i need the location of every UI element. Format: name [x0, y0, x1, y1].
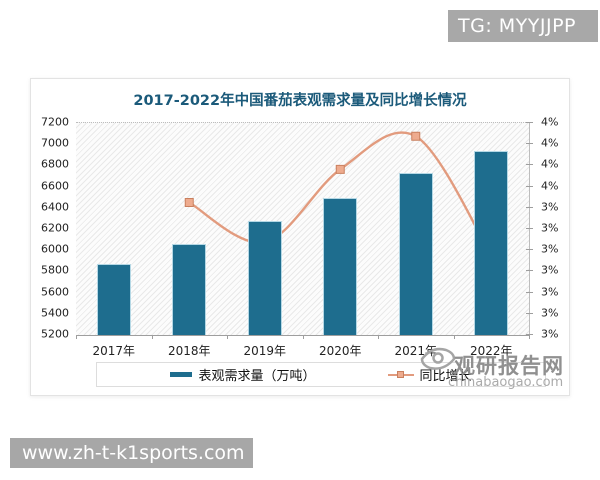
right-axis-tick-mark	[526, 228, 533, 229]
right-axis-tick: 3%	[541, 285, 559, 299]
right-axis-tick: 4%	[541, 179, 559, 193]
bar-2018年	[172, 243, 207, 335]
right-axis-tick: 3%	[541, 306, 559, 320]
plot-area	[76, 122, 530, 336]
left-axis-tick: 5800	[41, 263, 69, 277]
left-axis-tick: 6200	[41, 221, 69, 235]
left-axis-tick: 7000	[41, 136, 69, 150]
left-axis-tick: 5200	[41, 327, 69, 341]
x-axis-label: 2017年	[92, 344, 136, 358]
right-axis-tick: 4%	[541, 136, 559, 150]
bar-2017年	[96, 264, 131, 335]
site-banner: www.zh-t-k1sports.com	[10, 438, 253, 468]
legend: 表观需求量（万吨） 同比增长	[96, 362, 546, 387]
right-axis-tick-mark	[526, 185, 533, 187]
watermark: 观研报告网 chinabaogao.com	[420, 342, 590, 394]
left-axis-tick: 7200	[41, 115, 69, 129]
legend-item-growth: 同比增长	[387, 365, 472, 384]
watermark-name: 观研报告网	[454, 354, 564, 378]
right-axis-tick-mark	[526, 270, 533, 272]
growth-marker	[411, 131, 421, 141]
bar-2021年	[398, 172, 433, 335]
chart-panel: 2017-2022年中国番茄表观需求量及同比增长情况 7200 4% 7000 4% 6…	[30, 78, 570, 396]
x-axis-label: 2019年	[243, 344, 287, 358]
right-axis-tick: 4%	[541, 157, 559, 171]
x-axis-tick-mark	[302, 335, 304, 339]
x-axis-label: 2020年	[318, 344, 362, 358]
legend-line-label: 同比增长	[419, 369, 472, 384]
legend-bar-label: 表观需求量（万吨）	[198, 369, 316, 384]
eye-icon	[420, 347, 456, 370]
right-axis-tick-mark	[526, 122, 533, 123]
telegram-badge: TG: MYYJJPP	[448, 10, 598, 42]
right-axis-tick-mark	[526, 291, 533, 293]
right-axis-tick: 3%	[541, 200, 559, 214]
left-axis-tick: 6800	[41, 157, 69, 171]
growth-marker	[335, 164, 345, 174]
growth-line-chart	[184, 131, 496, 260]
right-axis-tick: 3%	[541, 327, 559, 341]
right-axis-tick: 4%	[541, 115, 559, 129]
bar-swatch-icon	[170, 372, 193, 377]
x-axis-tick-mark	[76, 335, 77, 339]
x-axis-label: 2022年	[469, 344, 513, 358]
x-axis-tick-mark	[529, 335, 530, 339]
x-axis-tick-mark	[151, 335, 153, 339]
x-axis-tick-mark	[453, 335, 455, 339]
growth-marker	[184, 198, 194, 207]
line-swatch-icon	[387, 370, 414, 379]
right-axis-tick-mark	[526, 312, 533, 314]
right-axis-tick: 3%	[541, 263, 559, 277]
watermark-site: chinabaogao.com	[448, 375, 564, 390]
right-axis-tick-mark	[526, 206, 533, 208]
x-axis-tick-mark	[227, 335, 228, 339]
right-axis-tick: 3%	[541, 221, 559, 235]
x-axis-tick-mark	[378, 335, 379, 339]
left-axis-tick: 5600	[41, 285, 69, 299]
right-axis-tick-mark	[526, 334, 533, 335]
right-axis-tick: 3%	[541, 242, 559, 256]
left-axis-tick: 5400	[41, 306, 69, 320]
legend-item-demand: 表观需求量（万吨）	[170, 365, 316, 384]
chart-title: 2017-2022年中国番茄表观需求量及同比增长情况	[133, 93, 467, 109]
bar-2020年	[323, 198, 358, 335]
right-axis-tick-mark	[526, 249, 533, 251]
x-axis-label: 2018年	[167, 344, 211, 358]
left-axis-tick: 6400	[41, 200, 69, 214]
bar-2022年	[474, 150, 509, 335]
right-axis-tick-mark	[526, 143, 533, 145]
right-axis-tick-mark	[526, 164, 533, 166]
left-axis-tick: 6600	[41, 179, 69, 193]
left-axis-tick: 6000	[41, 242, 69, 256]
bar-2019年	[247, 220, 282, 335]
